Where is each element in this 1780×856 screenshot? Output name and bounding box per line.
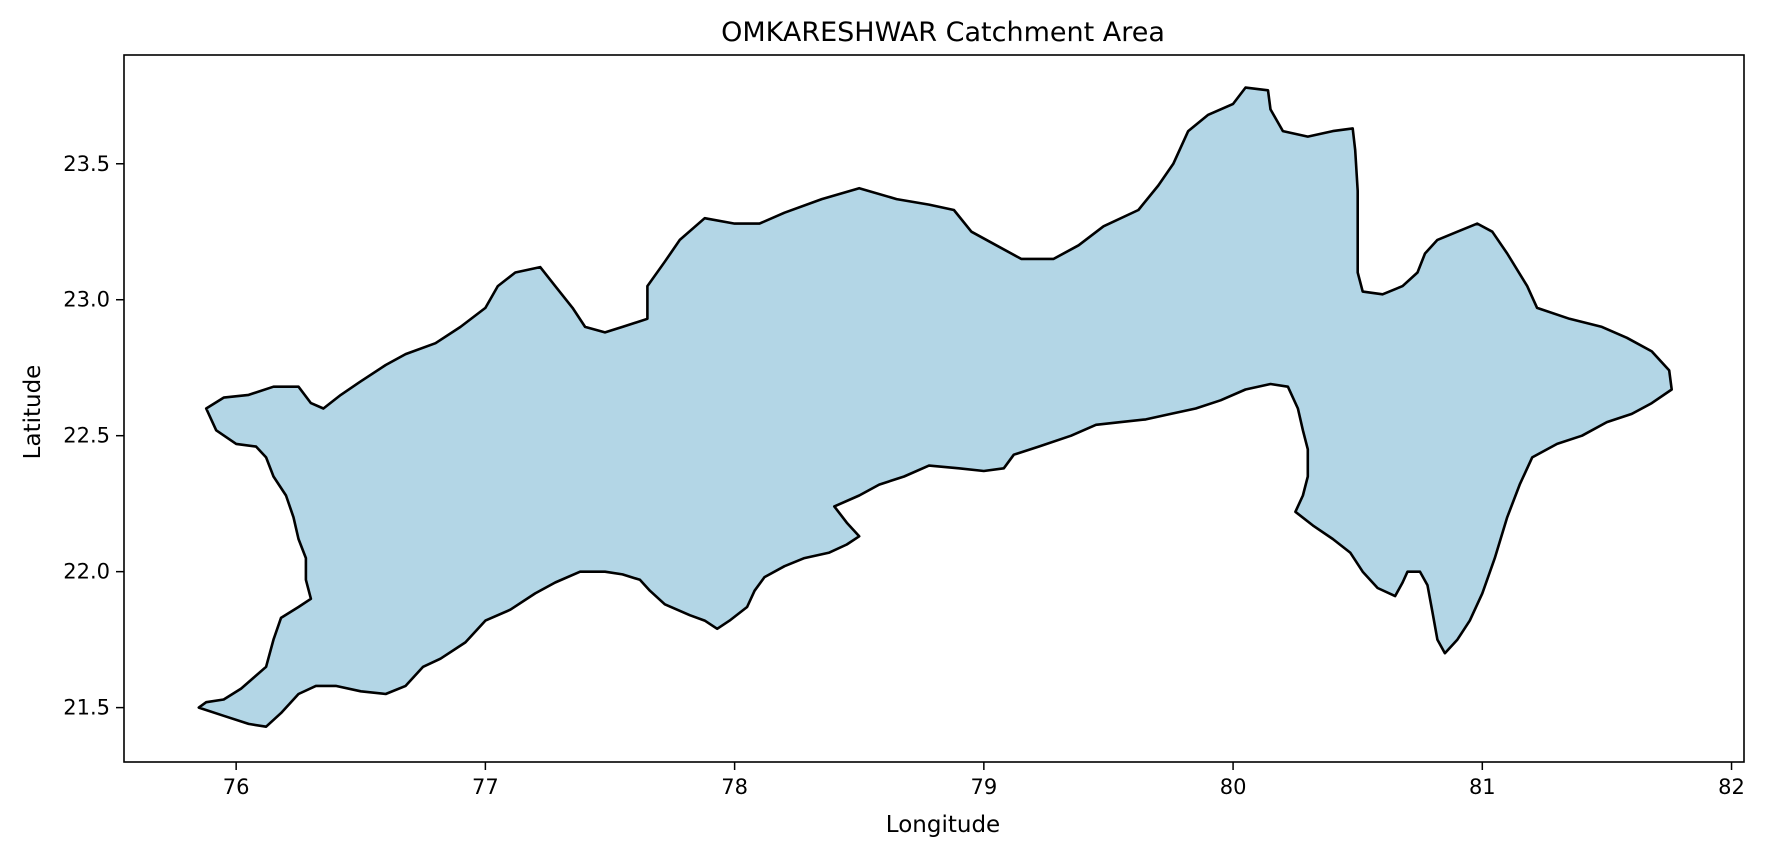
- x-tick-label: 82: [1718, 775, 1745, 799]
- region-layer: [197, 86, 1673, 728]
- chart-title: OMKARESHWAR Catchment Area: [721, 17, 1165, 48]
- x-tick-label: 81: [1469, 775, 1496, 799]
- x-axis-label: Longitude: [886, 812, 1000, 838]
- axes-frame: [123, 54, 1745, 763]
- y-axis-label: Latitude: [20, 365, 46, 460]
- y-tick-label: 23.0: [63, 288, 110, 312]
- y-tick-label: 22.0: [63, 560, 110, 584]
- x-tick-label: 79: [970, 775, 997, 799]
- y-tick-label: 22.5: [63, 424, 110, 448]
- x-tick-label: 80: [1220, 775, 1247, 799]
- y-tick-label: 23.5: [63, 152, 110, 176]
- x-axis-ticks: 76 77 78 79 80 81 82: [223, 762, 1745, 799]
- y-tick-label: 21.5: [63, 696, 110, 720]
- x-tick-label: 76: [223, 775, 250, 799]
- x-tick-label: 78: [721, 775, 748, 799]
- x-tick-label: 77: [472, 775, 499, 799]
- y-axis-ticks: 21.5 22.0 22.5 23.0 23.5: [63, 152, 124, 720]
- region-catchment-boundary: [197, 86, 1673, 728]
